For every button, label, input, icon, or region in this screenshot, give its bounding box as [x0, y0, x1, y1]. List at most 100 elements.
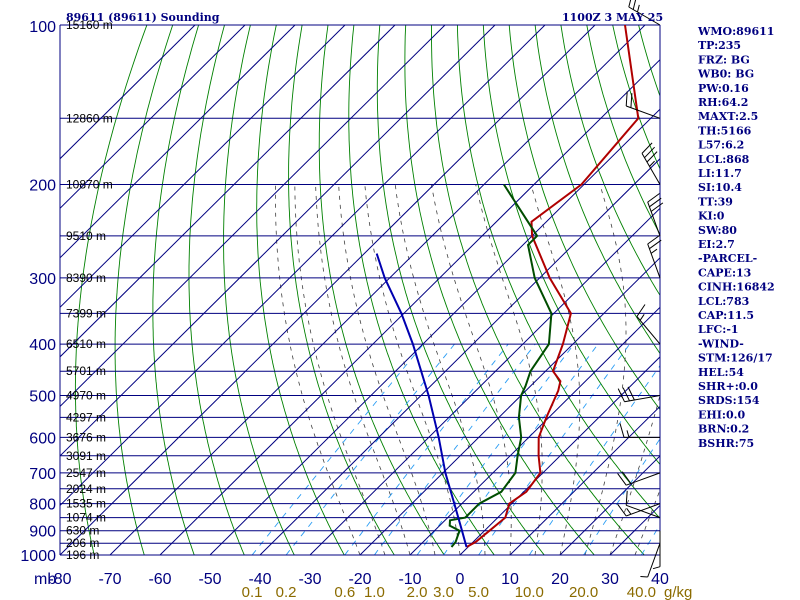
height-label: 7399 m	[66, 306, 106, 320]
index-line: TH:5166	[698, 124, 752, 137]
isotherm	[309, 207, 660, 555]
pressure-tick-label: 700	[29, 466, 56, 483]
dry-adiabat	[534, 25, 660, 355]
height-label: 1535 m	[66, 497, 106, 511]
index-line: -PARCEL-	[698, 252, 757, 265]
wind-barbs	[617, 0, 664, 578]
mixing-ratio-label: 1.0	[364, 584, 385, 600]
mixing-ratio-unit: g/kg	[664, 584, 692, 600]
height-label: 196 m	[66, 548, 99, 562]
index-line: CINH:16842	[698, 281, 775, 294]
pressure-tick-label: 200	[29, 178, 56, 195]
isotherm	[60, 25, 346, 309]
background-lines	[60, 13, 800, 555]
moist-adiabat	[530, 184, 581, 555]
mixing-ratio-label: 20.0	[569, 584, 598, 600]
wind-barb	[647, 193, 664, 237]
height-label: 3676 m	[66, 430, 106, 444]
wind-barb	[625, 91, 661, 119]
temperature-tick-label: -40	[248, 571, 271, 588]
index-line: FRZ: BG	[698, 53, 750, 66]
index-line: TP:235	[698, 39, 741, 52]
height-label: 9510 m	[66, 229, 106, 243]
height-label: 4297 m	[66, 410, 106, 424]
index-line: LFC:-1	[698, 323, 739, 336]
temperature-tick-label: 20	[551, 571, 569, 588]
dry-adiabat	[789, 13, 800, 555]
station-title: 89611 (89611) Sounding	[66, 11, 220, 24]
index-line: LI:11.7	[698, 167, 742, 180]
mixing-ratio-line	[478, 343, 631, 555]
index-line: CAP:11.5	[698, 309, 754, 322]
index-line: SI:10.4	[698, 181, 742, 194]
dewpoint-profile	[448, 183, 553, 548]
temperature-tick-label: 10	[501, 571, 519, 588]
isotherm	[559, 455, 660, 555]
index-line: MAXT:2.5	[698, 110, 758, 123]
pressure-tick-label: 300	[29, 271, 56, 288]
index-line: PW:0.16	[698, 82, 749, 95]
height-label: 6510 m	[66, 337, 106, 351]
temperature-tick-label: -20	[348, 571, 371, 588]
wind-barb	[641, 142, 661, 185]
mixing-ratio-label: 5.0	[468, 584, 489, 600]
index-line: L57:6.2	[698, 139, 744, 152]
height-label: 10870 m	[66, 178, 113, 192]
height-label: 5701 m	[66, 364, 106, 378]
height-label: 3091 m	[66, 449, 106, 463]
index-line: KI:0	[698, 210, 725, 223]
wind-barb	[619, 423, 660, 438]
profiles	[375, 25, 640, 548]
pressure-unit-label: mb	[34, 571, 56, 588]
wind-barb	[617, 471, 661, 486]
dry-adiabat	[256, 25, 345, 555]
index-line: SRDS:154	[698, 394, 760, 407]
isotherm	[109, 25, 646, 555]
mixing-ratio-label: 0.6	[334, 584, 355, 600]
height-label: 4970 m	[66, 389, 106, 403]
pressure-tick-label: 600	[29, 430, 56, 447]
temperature-tick-label: -80	[48, 571, 71, 588]
mixing-ratio-label: 10.0	[515, 584, 544, 600]
height-label: 1074 m	[66, 511, 106, 525]
temperature-tick-label: -70	[98, 571, 121, 588]
wind-barb	[625, 490, 661, 519]
mixing-ratio-line	[285, 343, 455, 555]
moist-adiabat	[584, 184, 627, 555]
temperature-tick-label: 0	[456, 571, 465, 588]
isotherm	[60, 25, 296, 259]
temperature-tick-label: 40	[651, 571, 669, 588]
height-label: 8390 m	[66, 271, 106, 285]
index-line: SW:80	[698, 224, 737, 237]
index-line: TT:39	[698, 195, 733, 208]
index-line: WMO:89611	[697, 25, 774, 38]
wind-barb	[636, 304, 661, 345]
mixing-ratio-label: 40.0	[627, 584, 656, 600]
mixing-ratio-label: 3.0	[433, 584, 454, 600]
wind-barb	[617, 386, 661, 403]
wind-barb	[628, 0, 661, 26]
moist-adiabat	[294, 184, 386, 555]
index-line: SHR+:0.0	[698, 380, 758, 393]
moist-adiabat	[364, 184, 461, 555]
moist-adiabat	[315, 184, 411, 555]
temperature-tick-label: -10	[398, 571, 421, 588]
pressure-tick-label: 900	[29, 524, 56, 541]
parcel-profile	[375, 253, 468, 548]
dry-adiabat	[376, 25, 545, 555]
wind-barb	[652, 530, 661, 570]
index-line: STM:126/17	[698, 352, 773, 365]
isotherm	[60, 25, 546, 507]
isotherm	[509, 405, 660, 555]
height-label: 630 m	[66, 524, 99, 538]
mixing-ratio-label: 0.1	[242, 584, 263, 600]
index-line: LCL:783	[698, 295, 749, 308]
mixing-ratio-label: 2.0	[407, 584, 428, 600]
isotherm	[60, 25, 496, 457]
mixing-ratio-line	[374, 343, 536, 555]
isotherm	[60, 25, 196, 160]
pressure-grid	[59, 24, 661, 556]
pressure-tick-label: 1000	[20, 548, 56, 565]
